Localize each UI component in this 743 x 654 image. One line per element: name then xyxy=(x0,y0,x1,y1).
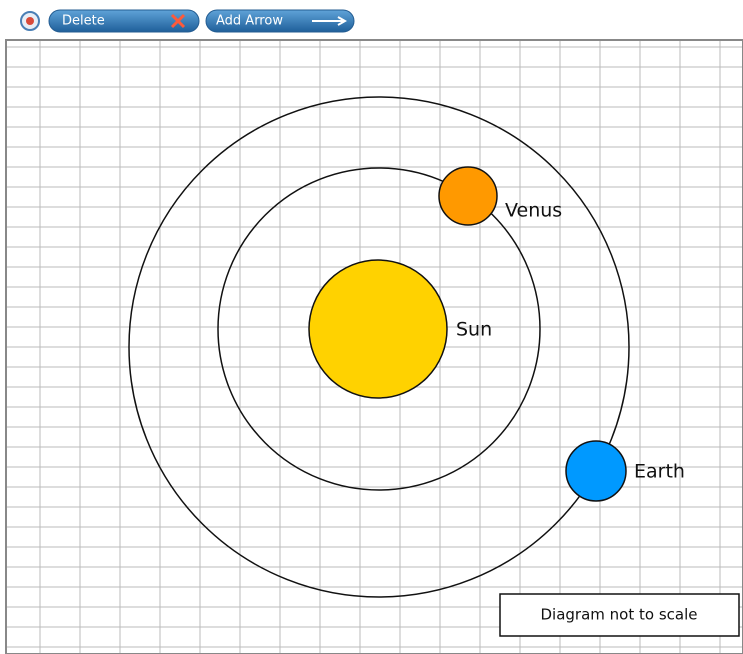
note-box[interactable] xyxy=(499,593,740,637)
venus-orbit xyxy=(217,167,541,491)
body-label: Earth xyxy=(634,461,685,483)
button-label: Add Arrow xyxy=(216,14,283,29)
toolbar: Delete Add Arrow xyxy=(20,9,355,33)
arrow-icon xyxy=(312,16,348,26)
earth-orbit xyxy=(128,96,630,598)
grid xyxy=(7,41,742,653)
delete-icon xyxy=(170,13,186,29)
canvas[interactable]: Sun Venus Earth Diagram not to scale xyxy=(5,39,743,654)
add-arrow-button[interactable]: Add Arrow xyxy=(205,9,355,33)
button-label: Delete xyxy=(62,14,105,29)
venus[interactable] xyxy=(438,166,498,226)
delete-button[interactable]: Delete xyxy=(48,9,200,33)
pointer-button[interactable] xyxy=(20,11,40,31)
note-text: Diagram not to scale xyxy=(541,606,698,624)
sun[interactable] xyxy=(308,259,448,399)
body-label: Venus xyxy=(505,200,562,222)
earth[interactable] xyxy=(565,440,627,502)
body-label: Sun xyxy=(456,319,492,341)
